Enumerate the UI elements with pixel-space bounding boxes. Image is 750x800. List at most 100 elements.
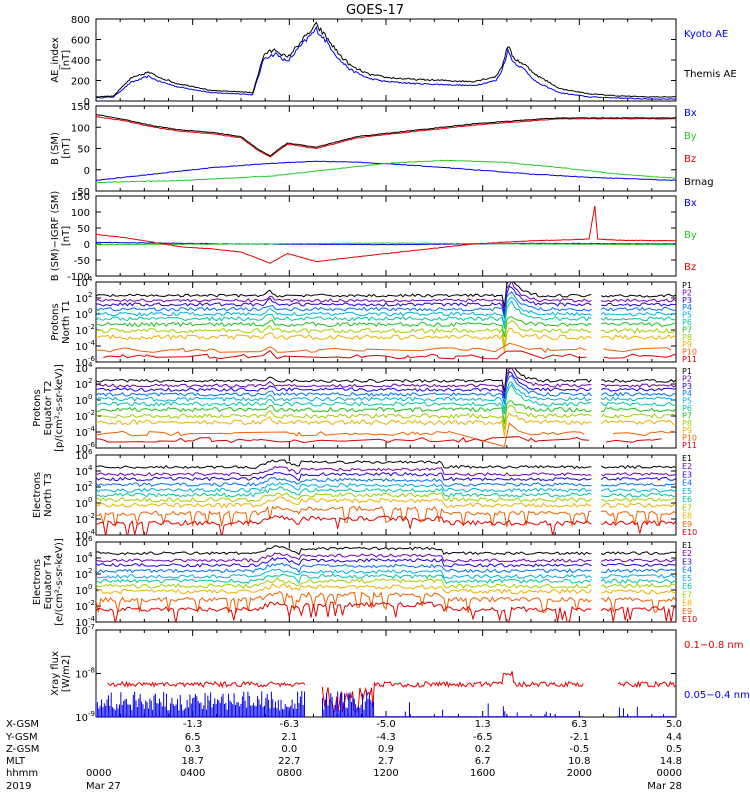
channel-p1 xyxy=(600,293,676,298)
series-themis-ae xyxy=(96,21,676,98)
channel-e3 xyxy=(96,471,592,482)
channel-e9 xyxy=(96,505,592,528)
channel-p3 xyxy=(96,285,592,316)
y-tick-label: 10 xyxy=(75,326,88,337)
channel-e1 xyxy=(96,545,592,556)
series-by xyxy=(96,242,676,246)
panel-bsm: -50 0 50 100 150 B (SM)[nT] Bx By Bz Brnag xyxy=(50,102,714,198)
y-tick-exponent: -7 xyxy=(88,623,95,631)
y-tick-label: -50 xyxy=(74,187,90,198)
y-tick-label: 10 xyxy=(75,483,88,494)
channel-p10 xyxy=(603,347,672,353)
x-axis-value: 10.8 xyxy=(568,756,590,767)
channel-legend-e10: E10 xyxy=(682,528,697,537)
channel-legend-e10: E10 xyxy=(682,615,697,624)
y-tick-label: 10 xyxy=(75,444,88,455)
x-axis-row-label: hhmm xyxy=(6,768,38,779)
channel-e10 xyxy=(600,605,676,622)
channel-p7 xyxy=(96,400,592,424)
y-axis-label: B (SM)[nT] xyxy=(50,132,72,165)
panel-frame xyxy=(95,18,677,102)
y-tick-label: 50 xyxy=(77,145,90,156)
y-axis-label-line: Xray flux xyxy=(50,651,61,696)
y-tick-label: 800 xyxy=(71,15,90,26)
channel-e4 xyxy=(601,568,676,574)
y-tick-label: 10 xyxy=(75,342,88,353)
x-axis-value: 0.2 xyxy=(475,744,491,755)
channel-legend-e1: E1 xyxy=(682,541,692,550)
x-axis-value: 5.0 xyxy=(666,719,682,730)
channel-p5 xyxy=(600,311,676,317)
xray-long xyxy=(321,671,584,714)
y-tick-label: 400 xyxy=(71,56,90,67)
channel-p9 xyxy=(96,327,592,353)
channel-legend-p7: P7 xyxy=(682,325,692,334)
channel-p1 xyxy=(96,368,592,392)
y-axis-label-line: Protons xyxy=(50,303,61,340)
x-axis-value: 1600 xyxy=(470,768,495,779)
x-axis-value: 0000 xyxy=(657,768,682,779)
channel-p2 xyxy=(96,368,592,397)
y-tick-exponent: 2 xyxy=(88,377,92,385)
channel-p4 xyxy=(600,306,676,312)
channel-e10 xyxy=(96,601,592,622)
y-tick-label: 10 xyxy=(75,380,88,391)
channel-p6 xyxy=(96,384,592,415)
y-tick-label: 10 xyxy=(75,618,88,629)
y-axis-label-line: North T1 xyxy=(61,300,72,344)
x-axis-value: 0.9 xyxy=(378,744,394,755)
channel-p11 xyxy=(96,436,590,444)
x-axis-value: 0000 xyxy=(86,768,111,779)
y-axis-label: ProtonsEquator T2[p/(cm²-s-sr-keV)] xyxy=(32,364,65,452)
channel-p6 xyxy=(600,316,676,322)
y-tick-label: 10 xyxy=(75,412,88,423)
y-tick-exponent: 0 xyxy=(88,307,92,315)
y-tick-exponent: -4 xyxy=(88,425,96,433)
y-tick-exponent: -2 xyxy=(88,599,95,607)
channel-e2 xyxy=(600,558,676,563)
channel-p9 xyxy=(600,334,676,341)
channel-legend-p3: P3 xyxy=(682,296,692,305)
series-group xyxy=(96,21,676,100)
series-bx xyxy=(96,241,676,246)
y-axis-label-line: [nT] xyxy=(61,226,72,246)
legend-themis-ae: Themis AE xyxy=(683,69,737,80)
x-axis-value: 1.3 xyxy=(475,719,491,730)
y-tick-label: 10 xyxy=(75,538,88,549)
channel-p8 xyxy=(601,327,676,334)
y-tick-exponent: -4 xyxy=(88,339,96,347)
y-axis-label: ElectronsEquator T4[e/(cm²-s-sr-keV)] xyxy=(32,538,65,626)
y-tick-exponent: -2 xyxy=(88,323,95,331)
y-tick-label: 100 xyxy=(71,208,90,219)
channel-e7 xyxy=(600,583,676,589)
y-tick-label: 10 xyxy=(75,364,88,375)
y-axis-label: ElectronsNorth T3 xyxy=(32,472,54,518)
y-tick-label: 10 xyxy=(75,499,88,510)
channel-legend-e6: E6 xyxy=(682,582,692,591)
legend-bx: Bx xyxy=(684,108,697,119)
xray-long xyxy=(617,680,676,689)
channel-p3 xyxy=(600,387,676,392)
x-axis-value: 6.3 xyxy=(571,719,587,730)
x-axis-value: 6.5 xyxy=(185,732,201,743)
series-brnag xyxy=(96,114,676,157)
x-axis-value: -5.0 xyxy=(376,719,396,730)
channel-legend-e5: E5 xyxy=(682,487,692,496)
channel-legend-p2: P2 xyxy=(682,374,692,383)
legend-0-05-0-4-nm: 0.05−0.4 nm xyxy=(684,690,750,701)
panel-frame xyxy=(95,195,677,277)
channel-legend-p9: P9 xyxy=(682,426,692,435)
channel-p9 xyxy=(96,412,592,436)
series-by xyxy=(96,159,676,184)
legend-brnag: Brnag xyxy=(684,177,714,188)
channel-legend-p10: P10 xyxy=(682,348,697,357)
plot-title: GOES-17 xyxy=(346,3,404,18)
channel-e8 xyxy=(600,502,676,509)
y-tick-exponent: 6 xyxy=(88,448,93,456)
channel-p7 xyxy=(96,316,592,337)
y-axis-label-line: Electrons xyxy=(32,472,43,518)
channel-p8 xyxy=(96,319,592,347)
